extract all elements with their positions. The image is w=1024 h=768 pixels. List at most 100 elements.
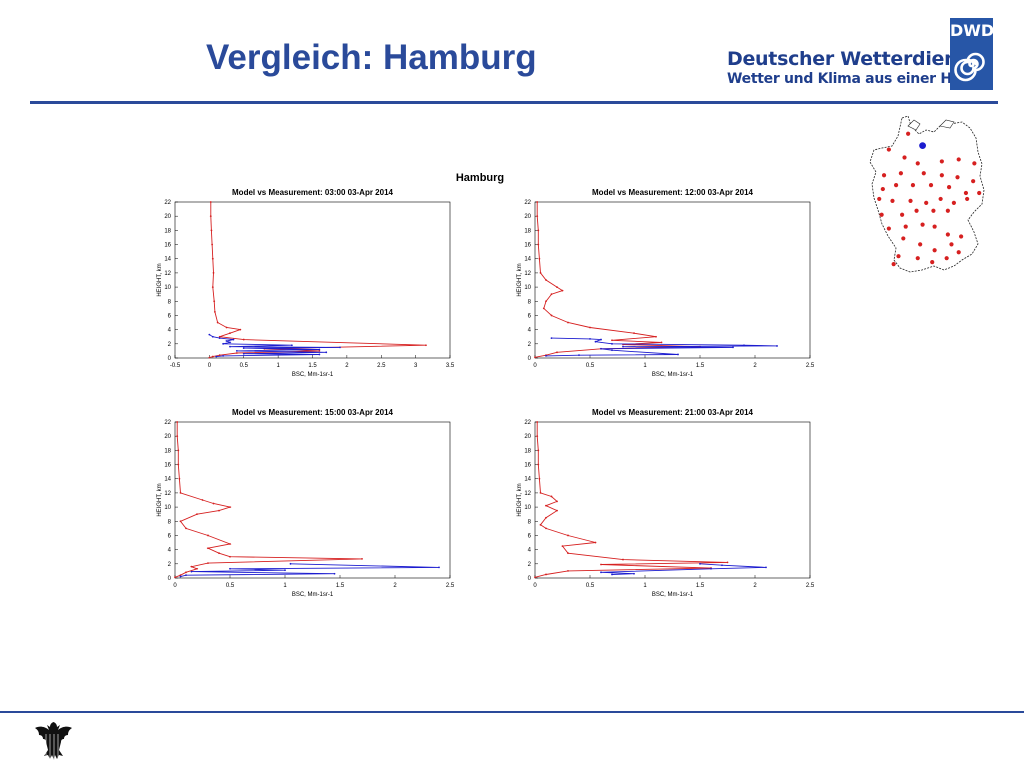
- measurement-point: [710, 567, 712, 570]
- model-point: [176, 421, 179, 423]
- model-point: [174, 576, 176, 579]
- model-point: [242, 338, 245, 341]
- model-point: [536, 421, 539, 423]
- federal-eagle-icon: [35, 722, 72, 760]
- measurement-point: [622, 345, 624, 348]
- measurement-point: [633, 572, 635, 575]
- measurement-point: [611, 573, 613, 576]
- map-station: [890, 198, 895, 204]
- model-line: [534, 422, 728, 578]
- model-point: [213, 300, 216, 303]
- y-tick-label: 14: [524, 477, 531, 483]
- y-tick-label: 20: [164, 434, 171, 440]
- measurement-point: [325, 351, 328, 354]
- map-station: [928, 183, 934, 188]
- model-point: [537, 463, 540, 466]
- measurement-point: [215, 355, 218, 358]
- map-station: [956, 250, 961, 255]
- y-axis-label: HEIGHT, km: [157, 263, 163, 296]
- map-station: [931, 208, 936, 213]
- map-station: [886, 147, 891, 152]
- map-station-hamburg: [919, 142, 926, 150]
- map-station: [908, 198, 913, 204]
- chart-title: Model vs Measurement: 03:00 03-Apr 2014: [232, 188, 394, 197]
- y-tick-label: 14: [164, 477, 171, 483]
- x-tick-label: 0.5: [226, 583, 235, 589]
- brand-tagline: Wetter und Klima aus einer Hand: [727, 71, 981, 87]
- y-tick-label: 14: [524, 257, 531, 263]
- model-point: [561, 289, 564, 292]
- x-tick-label: 1.5: [336, 583, 345, 589]
- x-tick-label: 2: [393, 583, 397, 589]
- map-station: [879, 212, 884, 217]
- model-point: [229, 332, 231, 335]
- measurement-point: [721, 564, 723, 567]
- x-tick-label: 3.5: [446, 363, 455, 369]
- measurement-point: [208, 333, 211, 336]
- y-tick-label: 16: [524, 243, 531, 249]
- map-station: [932, 224, 937, 229]
- x-tick-label: 2.5: [806, 363, 815, 369]
- model-point: [545, 573, 547, 576]
- measurement-point: [611, 349, 613, 352]
- map-station: [880, 186, 885, 192]
- model-point: [185, 571, 187, 574]
- map-station: [901, 236, 906, 241]
- model-point: [539, 523, 542, 526]
- model-point: [196, 567, 198, 570]
- y-tick-label: 10: [524, 285, 531, 291]
- x-tick-label: 1: [643, 583, 647, 589]
- model-point: [550, 293, 553, 296]
- model-point: [190, 565, 193, 568]
- map-station: [910, 183, 916, 188]
- y-tick-label: 16: [164, 463, 171, 469]
- map-station: [886, 226, 891, 231]
- map-station: [938, 196, 943, 202]
- x-tick-label: 1.5: [696, 363, 705, 369]
- model-point: [229, 543, 231, 545]
- x-tick-label: 0.5: [240, 363, 249, 369]
- x-axis-label: BSC, Mm-1sr-1: [652, 592, 694, 598]
- model-point: [212, 502, 215, 505]
- y-axis-label: HEIGHT, km: [517, 263, 523, 296]
- measurement-point: [611, 342, 613, 345]
- model-point: [211, 257, 214, 260]
- measurement-point: [438, 566, 440, 569]
- measurement-point: [179, 575, 182, 578]
- panel-0300: Model vs Measurement: 03:00 03-Apr 2014 -…: [157, 188, 455, 378]
- y-tick-label: 2: [168, 562, 172, 568]
- model-point: [633, 332, 635, 335]
- x-tick-label: 0: [533, 363, 537, 369]
- map-station: [898, 171, 904, 176]
- measurement-point: [677, 353, 679, 356]
- map-station: [920, 222, 925, 227]
- y-tick-label: 0: [168, 356, 172, 362]
- measurement-line: [180, 563, 440, 578]
- map-station: [930, 260, 935, 265]
- chart-title: Model vs Measurement: 15:00 03-Apr 2014: [232, 408, 394, 417]
- model-point: [536, 435, 539, 438]
- model-point: [229, 555, 231, 558]
- x-tick-label: 2: [753, 363, 757, 369]
- model-point: [567, 321, 569, 324]
- y-tick-label: 6: [168, 533, 172, 539]
- model-point: [179, 574, 182, 577]
- panel-1500: Model vs Measurement: 15:00 03-Apr 2014 0…: [157, 408, 455, 598]
- x-tick-label: 1: [283, 583, 287, 589]
- y-tick-label: 8: [528, 299, 532, 305]
- map-station: [914, 208, 919, 213]
- map-station: [951, 200, 956, 205]
- measurement-point: [242, 347, 245, 349]
- model-point: [196, 513, 198, 516]
- y-tick-label: 6: [528, 313, 532, 319]
- germany-station-map: [869, 115, 985, 273]
- model-point: [207, 547, 209, 550]
- measurement-point: [229, 345, 231, 348]
- plot-frame: [174, 421, 451, 579]
- measurement-point: [600, 338, 602, 341]
- plot-frame: [534, 201, 811, 359]
- measurement-point: [284, 569, 286, 572]
- model-point: [537, 243, 540, 246]
- model-point: [218, 354, 221, 357]
- model-point: [534, 576, 536, 579]
